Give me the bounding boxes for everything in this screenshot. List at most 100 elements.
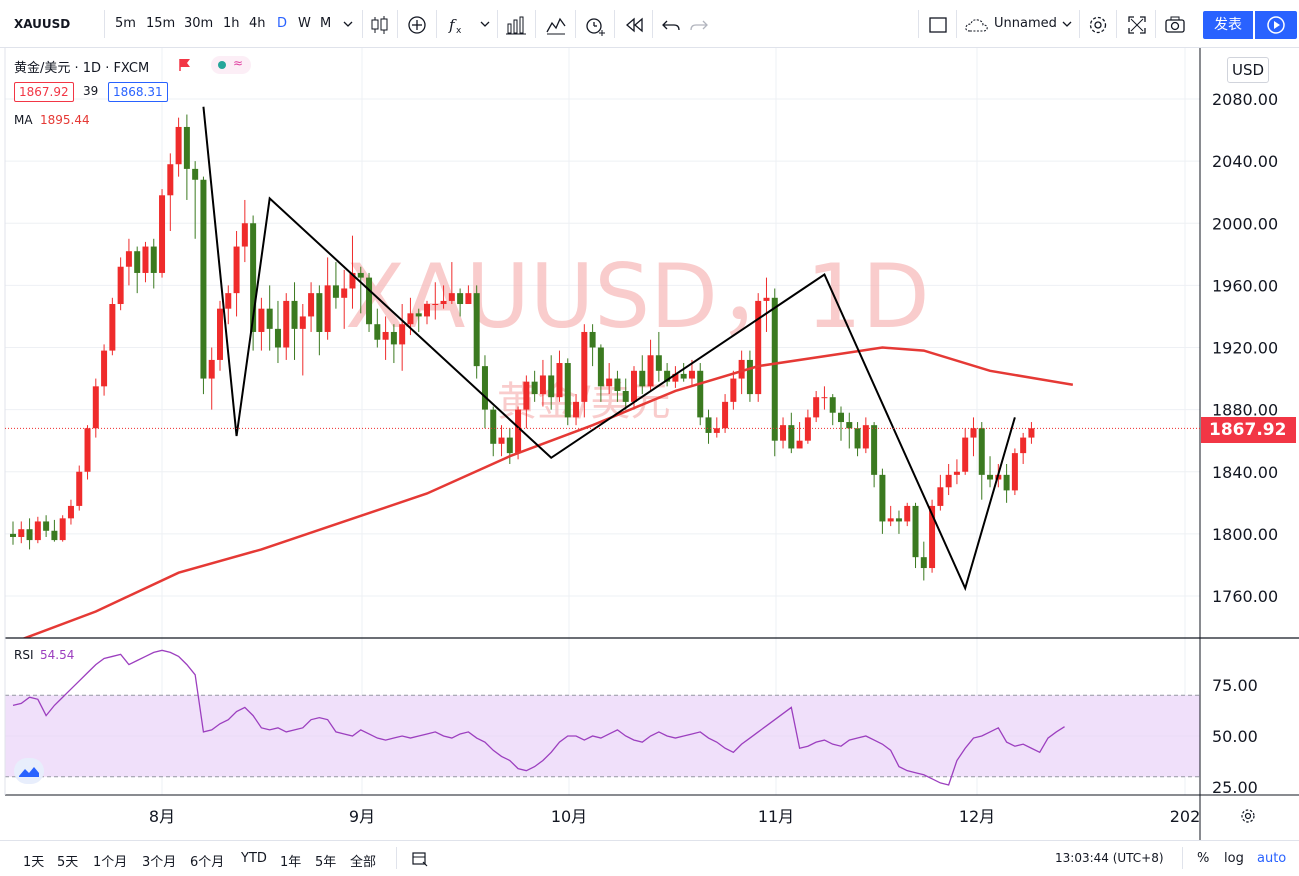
axis-settings-gear-icon[interactable] (1239, 807, 1257, 825)
candle (159, 189, 166, 278)
candle-body (225, 293, 232, 309)
toolbar-divider (614, 10, 615, 38)
market-status-badge[interactable]: ≈ (211, 56, 251, 74)
fullscreen-icon[interactable] (1126, 14, 1148, 36)
candle-body (631, 370, 637, 402)
range-1d[interactable]: 1天 (23, 855, 45, 870)
candle (755, 293, 762, 402)
chart-templates-icon[interactable] (545, 14, 567, 36)
spread-value: 39 (83, 84, 99, 98)
flag-icon[interactable] (178, 58, 192, 72)
candle (324, 257, 331, 340)
interval-15m[interactable]: 15m (146, 16, 176, 31)
range-1y[interactable]: 1年 (280, 855, 302, 870)
alert-clock-icon[interactable] (584, 14, 606, 36)
candle (291, 282, 298, 360)
interval-m[interactable]: M (320, 16, 332, 31)
candle-body (664, 370, 671, 382)
candle (498, 425, 505, 457)
candle-body (424, 304, 430, 317)
candle (1011, 448, 1018, 496)
rsi-tick-label: 25.00 (1212, 778, 1258, 797)
play-button[interactable] (1255, 11, 1297, 39)
range-5d[interactable]: 5天 (57, 855, 79, 870)
candle-body (250, 223, 257, 332)
candle-body (390, 331, 397, 345)
candle (655, 331, 662, 382)
ask-price-box[interactable]: 1868.31 (108, 82, 168, 102)
candle-body (183, 126, 190, 169)
chevron-down-icon[interactable] (1060, 18, 1074, 30)
candle (904, 502, 911, 527)
candle (970, 417, 977, 457)
candle (316, 285, 323, 356)
financials-icon[interactable] (505, 14, 527, 36)
rsi-tick-label: 50.00 (1212, 727, 1258, 746)
clock-timezone[interactable]: 13:03:44 (UTC+8) (1055, 851, 1164, 865)
candle-body (904, 505, 911, 522)
fullscreen-box-icon[interactable] (928, 14, 950, 36)
currency-unit-button[interactable]: USD (1227, 57, 1269, 83)
chevron-down-icon[interactable] (341, 18, 355, 30)
candle-body (738, 359, 745, 379)
rsi-legend-label: RSI (14, 648, 34, 662)
camera-icon[interactable] (1164, 14, 1186, 36)
zigzag-drawing[interactable] (202, 106, 1016, 592)
add-compare-icon[interactable] (406, 14, 428, 36)
auto-toggle[interactable]: auto (1257, 851, 1287, 866)
price-tick-label: 1960.00 (1212, 276, 1278, 295)
interval-30m[interactable]: 30m (184, 16, 214, 31)
candle (705, 409, 712, 444)
toolbar-divider (918, 10, 919, 38)
interval-w[interactable]: W (298, 16, 311, 31)
candle-body (680, 373, 687, 379)
candle-body (705, 417, 712, 433)
symbol-search[interactable]: XAUUSD (14, 17, 71, 31)
candle-body (341, 288, 348, 298)
candle (34, 516, 41, 544)
range-3m[interactable]: 3个月 (142, 855, 177, 870)
candle (771, 288, 778, 457)
interval-1h[interactable]: 1h (223, 16, 240, 31)
range-1m[interactable]: 1个月 (93, 855, 128, 870)
redo-icon[interactable] (688, 14, 710, 36)
tradingview-logo[interactable] (14, 758, 44, 784)
candle (639, 355, 646, 395)
replay-icon[interactable] (623, 14, 645, 36)
rsi-layer (12, 649, 1065, 786)
range-all[interactable]: 全部 (350, 855, 377, 870)
publish-button[interactable]: 发表 (1203, 11, 1253, 39)
bid-price-box[interactable]: 1867.92 (14, 82, 74, 102)
candle-body (895, 518, 902, 522)
percent-toggle[interactable]: % (1197, 851, 1210, 866)
candle-body (821, 397, 828, 399)
chevron-down-icon[interactable] (478, 18, 492, 30)
interval-5m[interactable]: 5m (115, 16, 136, 31)
candle (879, 468, 886, 534)
range-5y[interactable]: 5年 (315, 855, 337, 870)
candle-body (697, 370, 704, 418)
price-tick-label: 2040.00 (1212, 152, 1278, 171)
candle (1003, 463, 1010, 503)
candle (225, 285, 232, 325)
range-6m[interactable]: 6个月 (190, 855, 225, 870)
candle-body (1020, 437, 1027, 454)
undo-icon[interactable] (660, 14, 682, 36)
candle (597, 344, 604, 402)
layout-name[interactable]: Unnamed (994, 16, 1057, 31)
candle (722, 394, 729, 433)
interval-4h[interactable]: 4h (249, 16, 266, 31)
interval-d[interactable]: D (277, 16, 288, 31)
candle (887, 505, 894, 527)
candles-icon[interactable] (369, 14, 391, 36)
candle-body (448, 293, 455, 301)
candle (1028, 422, 1035, 444)
cloud-icon[interactable] (964, 14, 990, 36)
range-ytd[interactable]: YTD (241, 851, 267, 866)
gear-icon[interactable] (1087, 14, 1109, 36)
log-toggle[interactable]: log (1224, 851, 1244, 866)
time-tick-label: 11月 (758, 807, 794, 826)
go-to-date-icon[interactable] (410, 849, 430, 869)
